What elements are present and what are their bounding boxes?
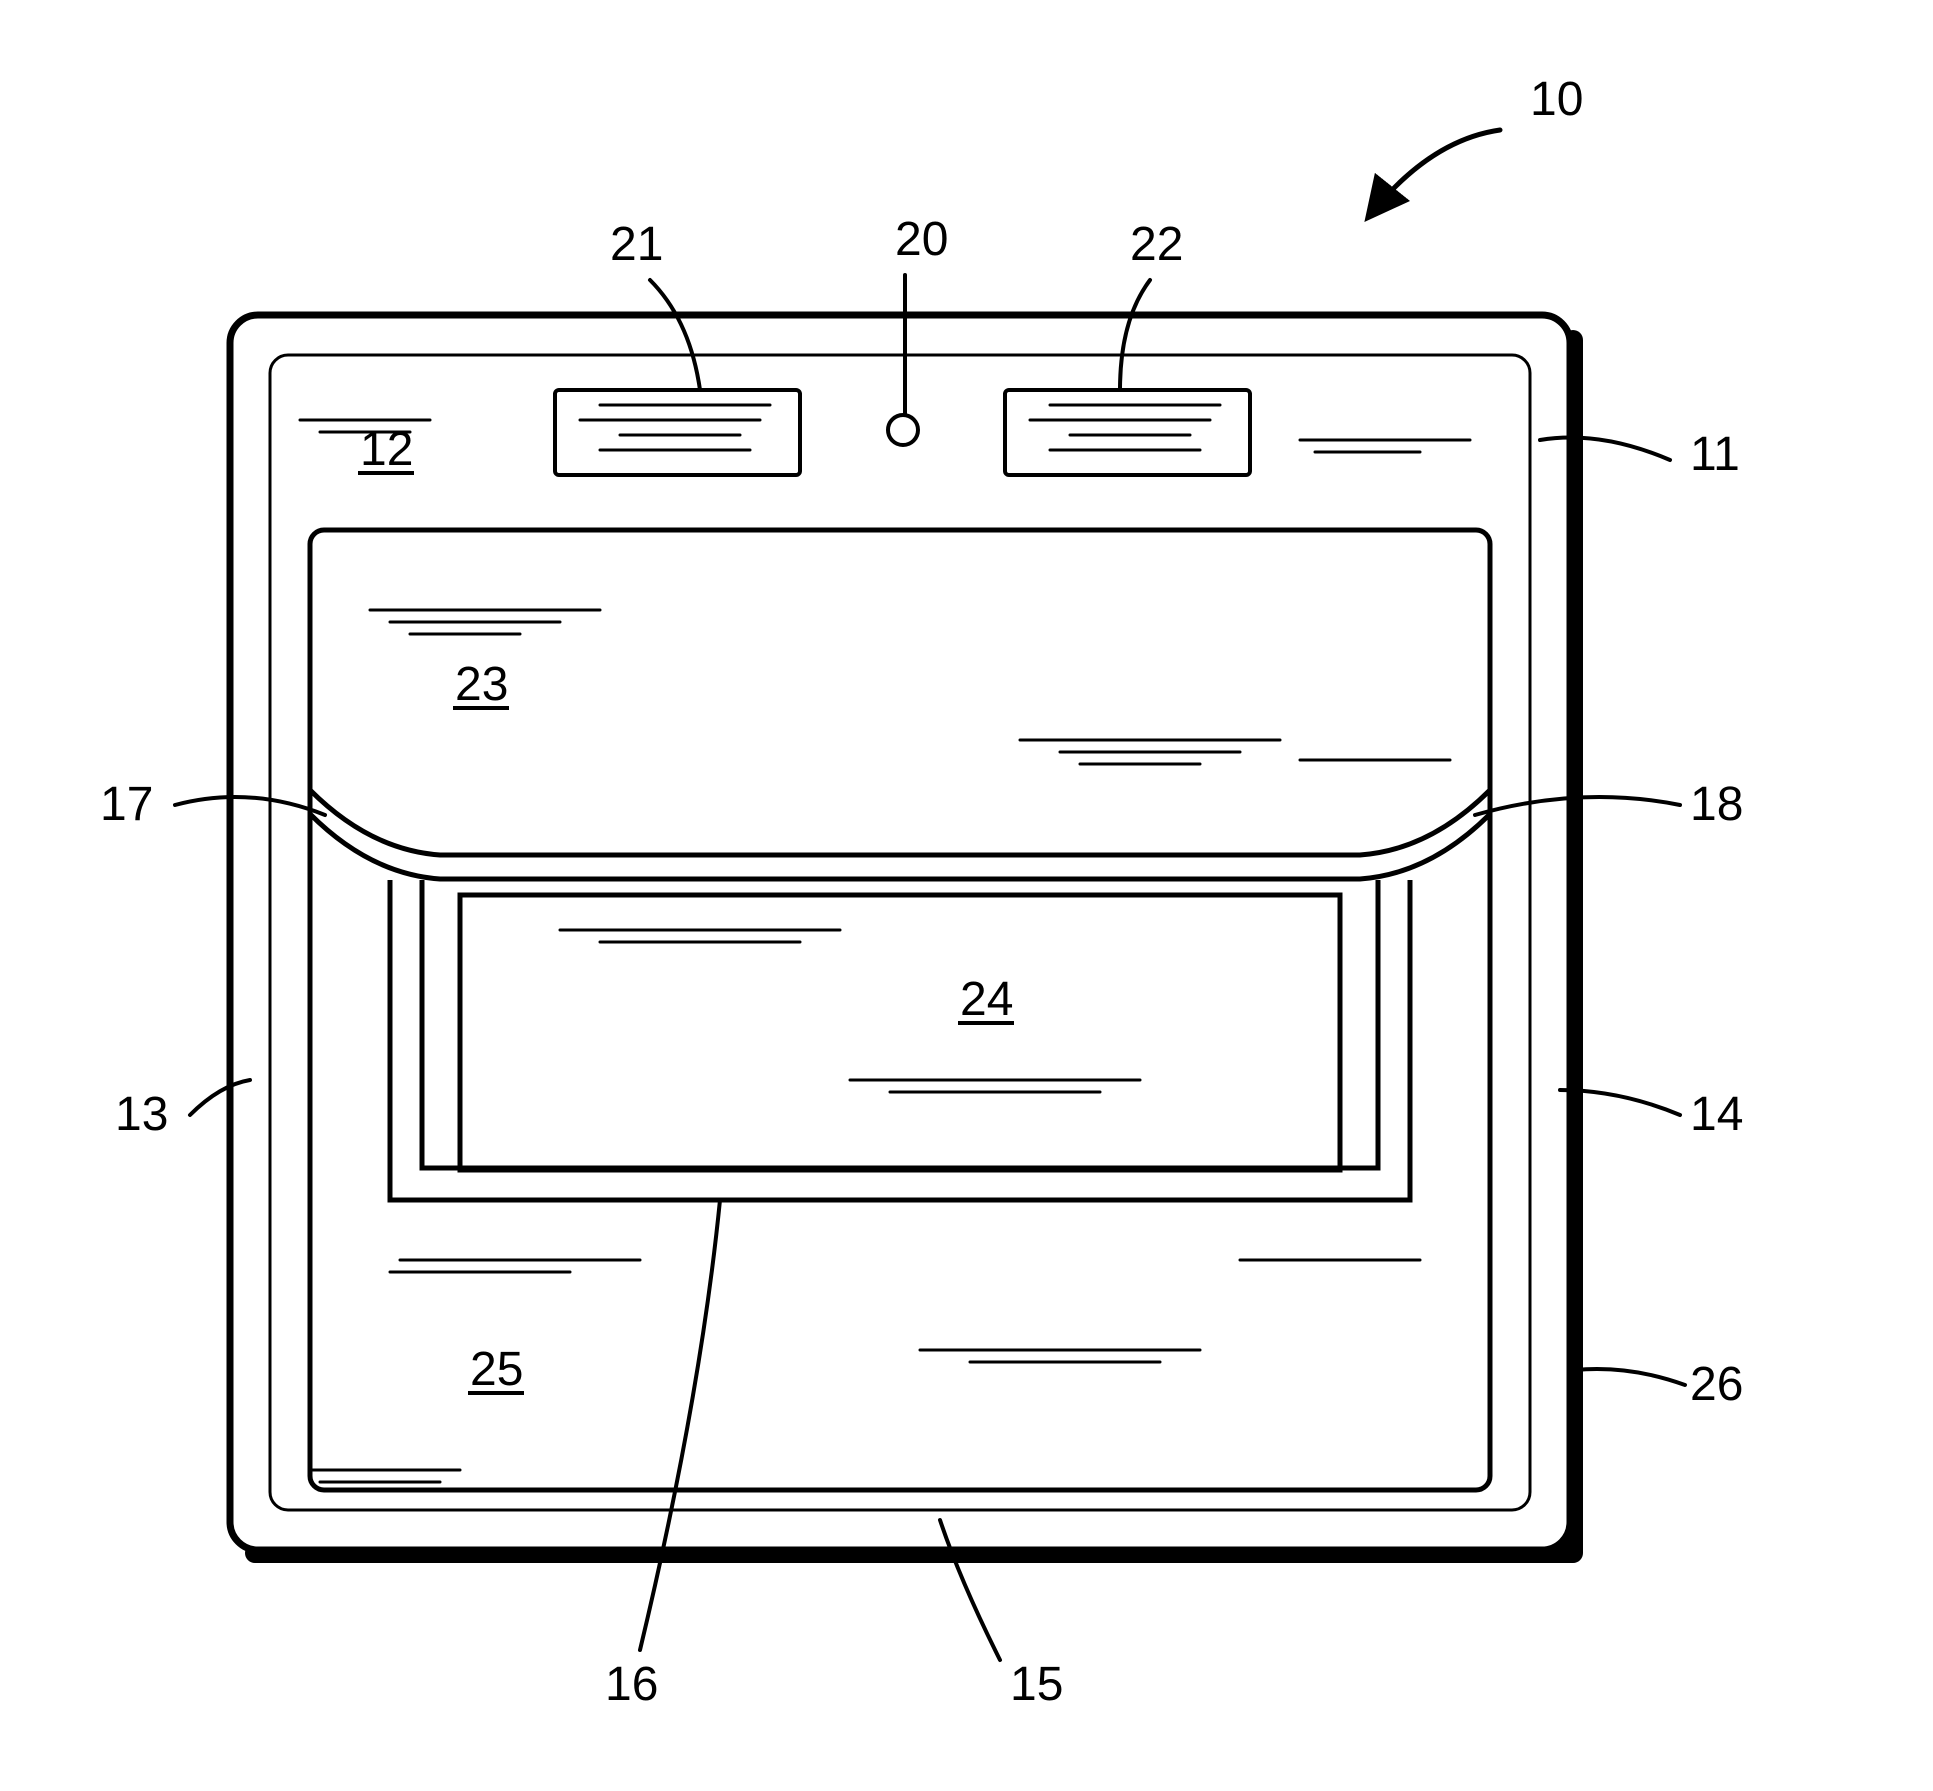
callout-17-label: 17 <box>100 778 153 831</box>
callout-23-label: 23 <box>455 658 508 711</box>
callout-15-label: 15 <box>1010 1658 1063 1711</box>
callout-22-label: 22 <box>1130 218 1183 271</box>
callout-12-label: 12 <box>360 423 413 476</box>
callout-18-label: 18 <box>1690 778 1743 831</box>
callout-26-lead <box>1575 1369 1685 1385</box>
callout-10-label: 10 <box>1530 73 1583 126</box>
callout-26-label: 26 <box>1690 1358 1743 1411</box>
callout-11-label: 11 <box>1690 428 1740 481</box>
callout-21-label: 21 <box>610 218 663 271</box>
callout-20-label: 20 <box>895 213 948 266</box>
callout-16-label: 16 <box>605 1658 658 1711</box>
patent-figure: 10 11 12 13 14 15 16 17 18 20 21 22 23 24 25 26 <box>0 0 1933 1791</box>
callout-24-label: 24 <box>960 973 1013 1026</box>
callout-10-arrow <box>1370 130 1500 215</box>
callout-25-label: 25 <box>470 1343 523 1396</box>
outer-frame <box>230 315 1570 1550</box>
callout-14-label: 14 <box>1690 1088 1743 1141</box>
callout-13-label: 13 <box>115 1088 168 1141</box>
